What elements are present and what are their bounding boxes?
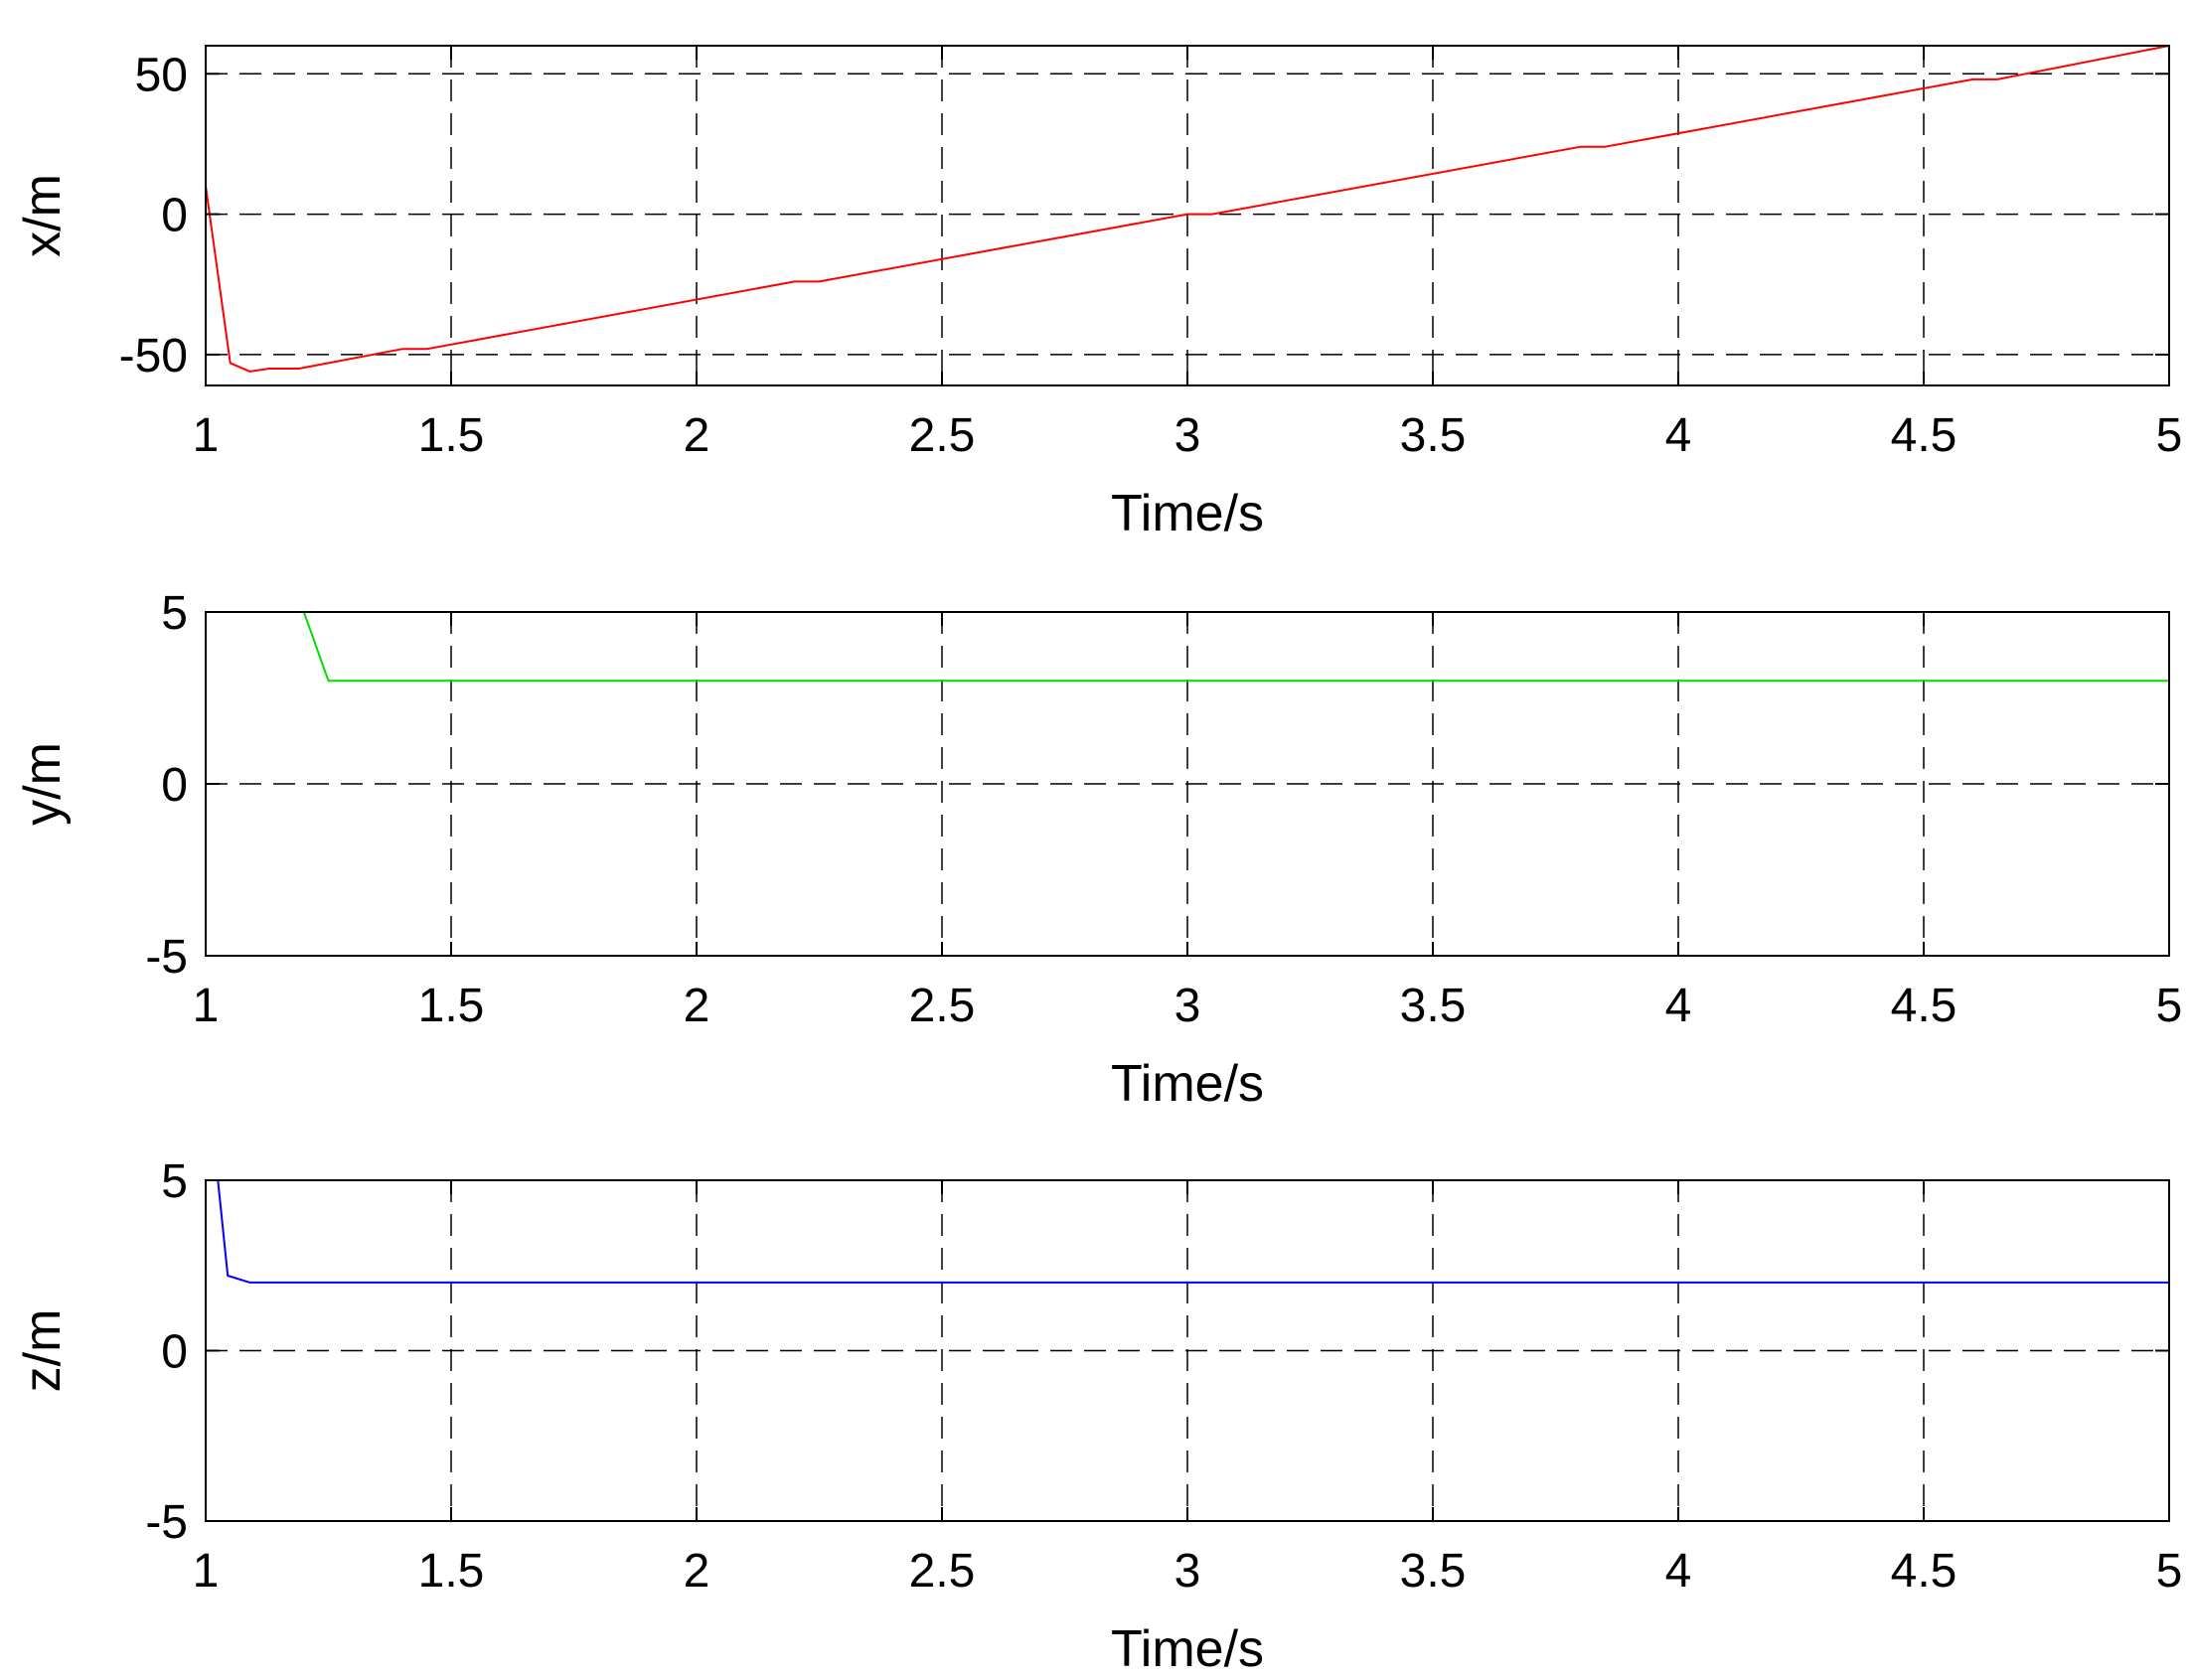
x-tick-label: 4 xyxy=(1665,980,1692,1032)
subplot-1: 1 1.5 2 2.5 3 3.5 4 4.5 5 -50 0 50 Time/s x/m xyxy=(14,45,2183,542)
series-line-1 xyxy=(205,45,2170,373)
x-axis-label: Time/s xyxy=(1111,485,1264,542)
y-tick-label: 5 xyxy=(161,587,188,640)
y-axis-label: y/m xyxy=(14,742,72,826)
x-tick-label: 3.5 xyxy=(1400,409,1467,462)
x-axis-label: Time/s xyxy=(1111,1620,1264,1678)
x-tick-label: 2 xyxy=(684,409,710,462)
x-tick-label: 4.5 xyxy=(1891,1545,1957,1598)
x-tick-label: 5 xyxy=(2156,1545,2183,1598)
x-tick-label: 4 xyxy=(1665,409,1692,462)
x-tick-label: 4 xyxy=(1665,1545,1692,1598)
y-tick-label: -50 xyxy=(119,330,188,382)
x-tick-label: 2.5 xyxy=(909,409,976,462)
x-tick-label: 5 xyxy=(2156,980,2183,1032)
x-tick-label: 5 xyxy=(2156,409,2183,462)
y-tick-label: 0 xyxy=(161,1326,188,1379)
x-tick-label: 3 xyxy=(1174,980,1201,1032)
y-tick-label: -5 xyxy=(145,931,188,984)
x-tick-label: 2 xyxy=(684,1545,710,1598)
x-tick-label: 3.5 xyxy=(1400,980,1467,1032)
x-tick-label: 3 xyxy=(1174,1545,1201,1598)
series-line-1 xyxy=(217,1179,2169,1284)
x-tick-label: 2.5 xyxy=(909,980,976,1032)
x-tick-label: 2.5 xyxy=(909,1545,976,1598)
y-axis-label: z/m xyxy=(14,1309,72,1393)
x-tick-label: 4.5 xyxy=(1891,980,1957,1032)
x-tick-label: 3.5 xyxy=(1400,1545,1467,1598)
x-tick-label: 1 xyxy=(193,980,220,1032)
subplot-3: 1 1.5 2 2.5 3 3.5 4 4.5 5 -5 0 5 Time/s z/m xyxy=(14,1155,2182,1678)
x-tick-label: 1 xyxy=(193,409,220,462)
series-line-1 xyxy=(302,611,2169,683)
y-tick-label: 0 xyxy=(161,190,188,242)
y-tick-label: -5 xyxy=(145,1496,188,1549)
x-tick-label: 1.5 xyxy=(418,409,485,462)
x-tick-label: 1.5 xyxy=(418,980,485,1032)
y-tick-label: 0 xyxy=(161,759,188,812)
x-tick-label: 1.5 xyxy=(418,1545,485,1598)
y-tick-label: 50 xyxy=(135,49,188,101)
x-tick-label: 3 xyxy=(1174,409,1201,462)
y-axis-label: x/m xyxy=(14,174,72,257)
x-tick-label: 4.5 xyxy=(1891,409,1957,462)
x-axis-label: Time/s xyxy=(1111,1055,1264,1113)
x-tick-label: 1 xyxy=(193,1545,220,1598)
subplot-2: 1 1.5 2 2.5 3 3.5 4 4.5 5 -5 0 5 Time/s y/m xyxy=(14,587,2182,1113)
y-tick-label: 5 xyxy=(161,1155,188,1208)
x-tick-label: 2 xyxy=(684,980,710,1032)
